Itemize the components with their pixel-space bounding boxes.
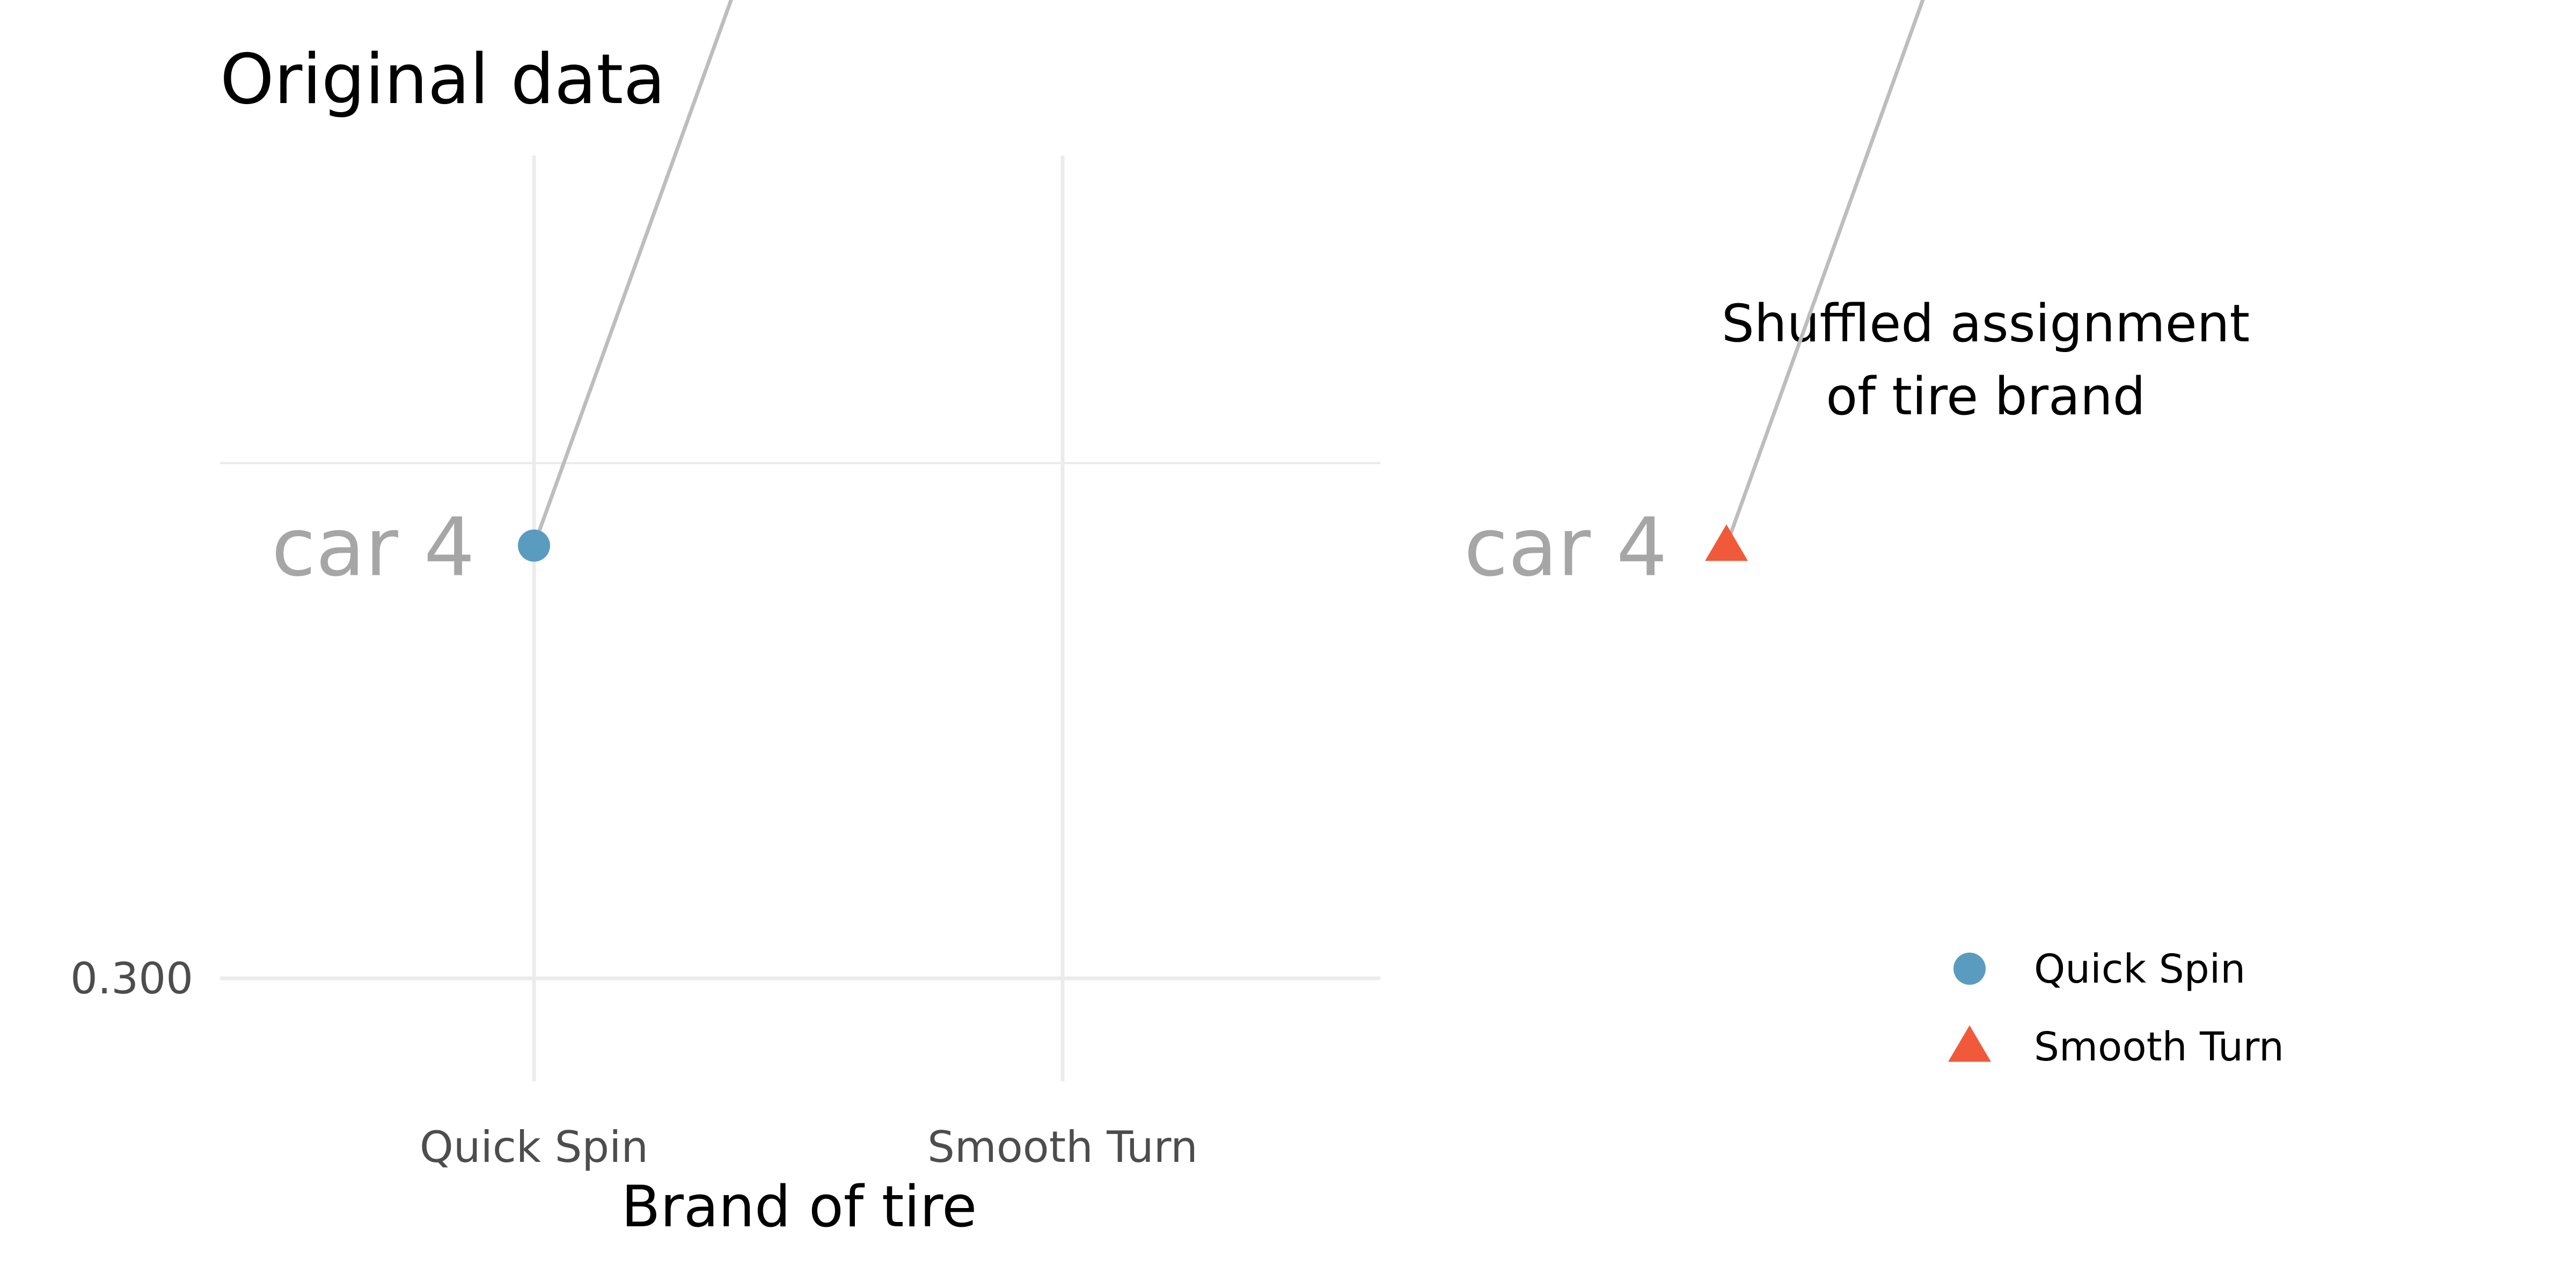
left-x-tick-labels: Quick Spin Smooth Turn: [420, 1122, 1198, 1172]
legend-triangle-icon: [1948, 1025, 1991, 1062]
left-panel: 0.3000.3050.3100.3150.320 Quick Spin Smoo…: [70, 0, 1380, 1240]
legend-label: Smooth Turn: [2034, 1024, 2284, 1070]
legend-circle-icon: [1953, 953, 1986, 985]
left-panel-title: Original data: [220, 40, 665, 120]
legend: Quick Spin Smooth Turn: [1948, 946, 2284, 1070]
car-label: car 4: [1464, 501, 1667, 595]
car-label: car 4: [272, 501, 475, 595]
legend-label: Quick Spin: [2034, 946, 2245, 992]
left-y-tick-labels: 0.3000.3050.3100.3150.320: [70, 954, 193, 1004]
left-grid: [220, 156, 1380, 1081]
point-smooth-turn: [1705, 524, 1748, 561]
y-tick-label: 0.300: [70, 954, 193, 1004]
point-quick-spin: [518, 529, 550, 562]
pair-line: [1724, 0, 1925, 546]
shuffled-annotation-line-1: Shuffled assignment: [1722, 294, 2250, 354]
shuffled-annotation-line-2: of tire brand: [1826, 367, 2145, 427]
x-tick-label: Smooth Turn: [927, 1122, 1198, 1172]
x-axis-title: Brand of tire: [621, 1174, 977, 1240]
x-tick-label: Quick Spin: [420, 1122, 648, 1172]
right-marks: car 4car 4: [1464, 0, 1925, 595]
right-panel: Shuffled assignment of tire brand car 4c…: [1464, 0, 2284, 1070]
left-marks: car 4car 4: [272, 0, 734, 595]
pair-line: [532, 0, 734, 546]
